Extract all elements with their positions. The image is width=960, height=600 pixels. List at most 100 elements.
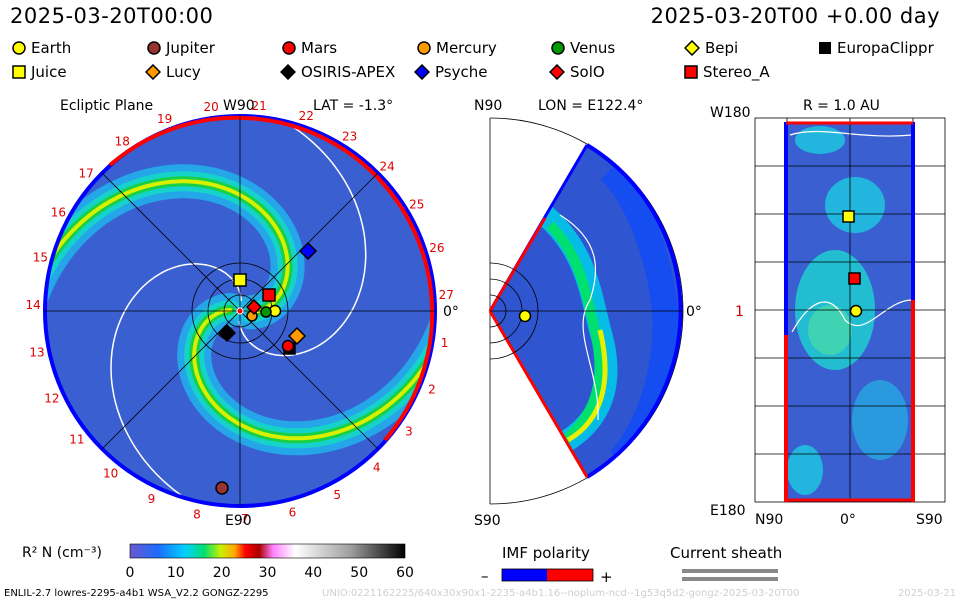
jupiter-marker [215, 481, 229, 495]
carrington-tick-label: 4 [373, 460, 381, 474]
footer-date-label: 2025-03-21 [898, 588, 956, 599]
legend-label: Juice [31, 63, 67, 81]
s90-label: S90 [474, 513, 501, 529]
carrington-tick-label: 17 [79, 167, 94, 181]
legend-label: Jupiter [166, 39, 215, 57]
carrington-tick-label: 26 [429, 241, 444, 255]
radial-n90-label: N90 [755, 512, 783, 528]
imf-negative-swatch [502, 569, 547, 581]
sun-marker [236, 307, 244, 315]
carrington-tick-label: 23 [342, 130, 357, 144]
mars-marker-icon [282, 41, 296, 55]
legend-item-mercury: Mercury [417, 39, 497, 57]
radial-stereo-a-marker [848, 272, 861, 285]
carrington-tick-label: 14 [25, 298, 40, 312]
mercury-marker-icon [417, 41, 431, 55]
elapsed-time-label: 2025-03-20T00 +0.00 day [650, 4, 940, 28]
legend-item-mars: Mars [282, 39, 337, 57]
current-sheath-label: Current sheath [670, 544, 782, 562]
carrington-tick-label: 24 [380, 160, 395, 174]
carrington-tick-label: 27 [439, 288, 454, 302]
density-colorbar: R² N (cm⁻³) 0 10 20 30 40 50 60 [22, 543, 414, 581]
legend-item-stereo-a: Stereo_A [684, 63, 770, 81]
legend-label: SolO [570, 63, 605, 81]
radial-juice-marker [842, 210, 855, 223]
carrington-tick-label: 9 [148, 492, 156, 506]
meridional-earth-marker [518, 309, 532, 323]
legend-item-venus: Venus [551, 39, 615, 57]
colorbar-tick-label: 40 [304, 565, 322, 581]
run-path-label: UNIO:0221162225/640x30x90x1-2235-a4b1.16… [322, 588, 800, 599]
carrington-tick-label: 21 [252, 99, 267, 113]
radial-earth-marker [849, 304, 863, 318]
venus-marker-icon [551, 41, 565, 55]
ecliptic-zero-label: 0° [443, 304, 459, 320]
density-arm [45, 179, 290, 359]
juice-marker [233, 273, 247, 287]
europaclipper-marker-icon [819, 42, 831, 54]
legend-item-juice: Juice [12, 63, 67, 81]
bepi-marker-icon [684, 40, 700, 56]
legend-label: Mercury [436, 39, 497, 57]
legend-label: Lucy [166, 63, 201, 81]
stereo-a-marker-icon [684, 65, 698, 79]
colorbar-tick-label: 20 [213, 565, 231, 581]
radial-mid-label: 1 [735, 304, 744, 320]
ecliptic-markers [215, 241, 318, 495]
current-sheath-legend: Current sheath [670, 544, 782, 581]
carrington-tick-label: 15 [33, 250, 48, 264]
w180-label: W180 [710, 105, 751, 121]
imf-minus-label: – [481, 567, 489, 585]
psyche-marker-icon [414, 64, 430, 80]
imf-plus-label: + [600, 568, 613, 586]
carrington-tick-label: 18 [115, 135, 130, 149]
legend-item-jupiter: Jupiter [147, 39, 215, 57]
carrington-tick-label: 25 [409, 197, 424, 211]
jupiter-marker-icon [147, 41, 161, 55]
colorbar-label: R² N (cm⁻³) [22, 545, 102, 561]
legend-label: Bepi [705, 39, 739, 57]
legend-item-bepi: Bepi [684, 39, 738, 57]
stereo-a-marker [262, 288, 276, 302]
model-info-label: ENLIL-2.7 lowres-2295-a4b1 WSA_V2.2 GONG… [4, 588, 269, 599]
osiris-apex-marker [217, 323, 237, 343]
carrington-tick-label: 6 [289, 505, 297, 519]
carrington-tick-label: 7 [241, 512, 249, 526]
legend-label: Earth [31, 39, 72, 57]
carrington-tick-label: 11 [69, 432, 84, 446]
imf-label: IMF polarity [502, 544, 590, 562]
imf-polarity-legend: IMF polarity – + [481, 544, 613, 586]
legend-label: Stereo_A [703, 63, 770, 81]
meridional-panel: N90 LON = E122.4° 0° S90 [474, 98, 702, 529]
density-arm [192, 254, 435, 441]
colorbar-tick-label: 10 [167, 565, 185, 581]
carrington-tick-label: 19 [157, 112, 172, 126]
solo-marker-icon [549, 64, 565, 80]
legend-label: EuropaClippr [837, 39, 934, 57]
legend-label: Venus [570, 39, 616, 57]
lucy-marker [287, 326, 307, 346]
n90-label: N90 [474, 98, 502, 114]
venus-marker [260, 306, 272, 318]
legend-label: OSIRIS-APEX [301, 63, 396, 81]
legend-item-earth: Earth [12, 39, 71, 57]
radial-panel: R = 1.0 AU W180 1 E180 N90 0° S90 [710, 98, 946, 528]
latitude-label: LAT = -1.3° [313, 98, 393, 114]
ecliptic-title: Ecliptic Plane [60, 98, 153, 114]
colorbar-tick-label: 50 [350, 565, 368, 581]
carrington-tick-label: 20 [204, 100, 219, 114]
colorbar-tick-label: 0 [126, 565, 135, 581]
current-sheath-line [110, 263, 289, 506]
ecliptic-density-spirals [45, 116, 435, 506]
w90-label: W90 [223, 98, 255, 114]
earth-marker-icon [12, 41, 26, 55]
colorbar-tick-label: 60 [396, 565, 414, 581]
legend-item-lucy: Lucy [145, 63, 201, 81]
colorbar-tick-label: 30 [259, 565, 277, 581]
e90-label: E90 [225, 513, 252, 529]
carrington-tick-label: 2 [428, 383, 436, 397]
radial-zero-label: 0° [840, 512, 856, 528]
legend-label: Mars [301, 39, 338, 57]
